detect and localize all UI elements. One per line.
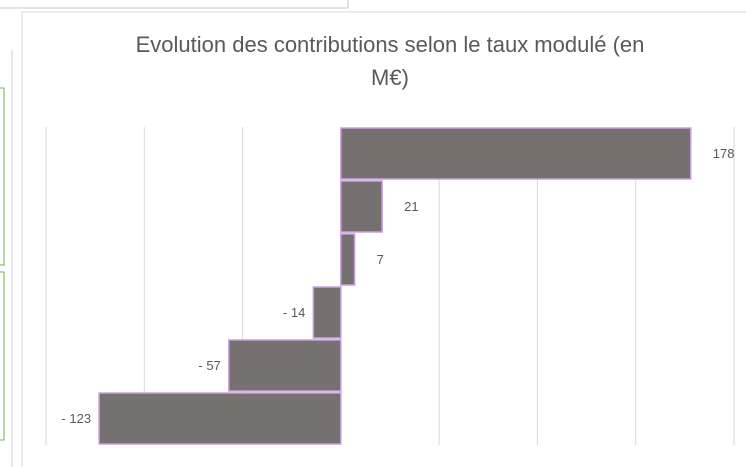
- data-label: 178: [713, 146, 735, 161]
- bar: [340, 180, 383, 233]
- bar: [340, 127, 692, 180]
- chart-title: Evolution des contributions selon le tau…: [135, 32, 645, 90]
- data-label: - 123: [61, 411, 91, 426]
- bar: [312, 286, 342, 339]
- bar: [228, 339, 342, 392]
- bar: [98, 392, 342, 445]
- bar: [340, 233, 356, 286]
- shape-edge: [0, 87, 5, 266]
- data-label: - 57: [198, 358, 220, 373]
- data-label: 21: [404, 199, 418, 214]
- data-label: 7: [377, 252, 384, 267]
- shape-edge: [0, 271, 5, 441]
- data-label: - 14: [283, 305, 305, 320]
